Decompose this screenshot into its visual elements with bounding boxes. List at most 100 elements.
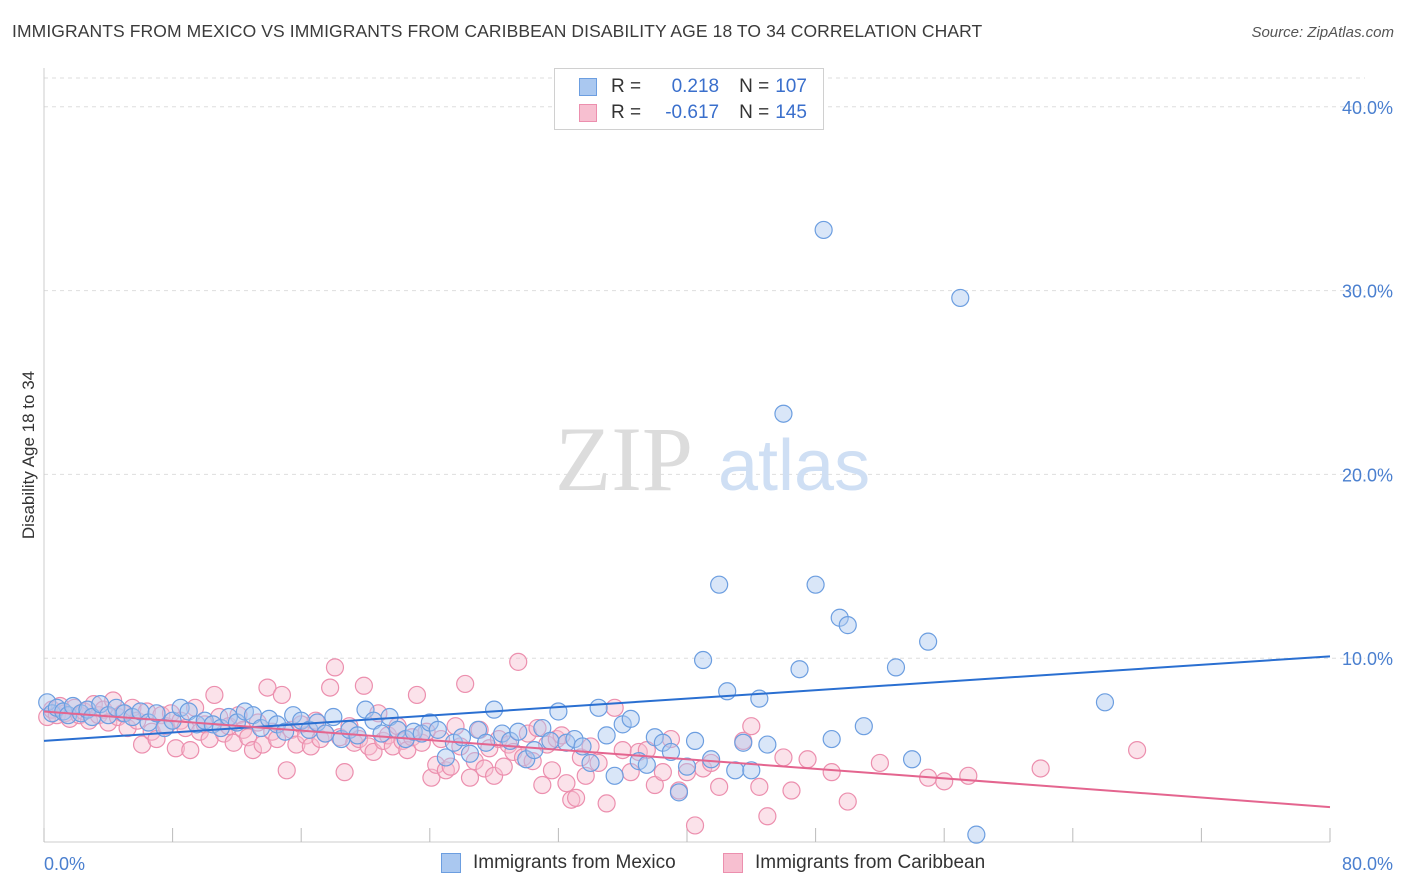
x-tick-label: 80.0% xyxy=(1342,854,1393,874)
mexico-point xyxy=(814,220,833,240)
caribbean-point xyxy=(118,718,137,738)
caribbean-point xyxy=(321,678,340,697)
mexico-point xyxy=(854,717,873,736)
legend-n-label: N = xyxy=(739,102,770,123)
legend-r-label: R = xyxy=(611,102,642,123)
mexico-point xyxy=(621,709,640,728)
caribbean-point xyxy=(742,717,761,736)
mexico-point xyxy=(485,700,504,719)
caribbean-point xyxy=(272,685,292,705)
mexico-point xyxy=(147,704,166,723)
legend-n-value-caribbean: 145 xyxy=(775,102,807,123)
y-tick-label: 40.0% xyxy=(1342,98,1393,118)
caribbean-point xyxy=(1127,740,1147,760)
caribbean-point xyxy=(494,757,513,776)
mexico-point xyxy=(605,766,624,785)
mexico-point xyxy=(710,575,729,594)
watermark-zip: ZIP xyxy=(555,408,693,510)
mexico-point xyxy=(581,753,600,773)
mexico-point xyxy=(436,748,455,767)
caribbean-point xyxy=(959,766,978,785)
caribbean-point xyxy=(613,740,632,760)
caribbean-point xyxy=(838,792,857,811)
chart-title: IMMIGRANTS FROM MEXICO VS IMMIGRANTS FRO… xyxy=(12,21,983,41)
caribbean-point xyxy=(542,761,562,780)
caribbean-point xyxy=(475,759,494,778)
caribbean-point xyxy=(243,740,263,760)
legend-n-value-mexico: 107 xyxy=(775,76,807,97)
mexico-point xyxy=(685,731,705,751)
mexico-point xyxy=(838,616,857,635)
caribbean-point xyxy=(258,678,277,697)
mexico-point xyxy=(726,761,745,780)
y-tick-label: 10.0% xyxy=(1342,649,1393,669)
caribbean-trend-line xyxy=(43,710,1331,809)
mexico-point xyxy=(734,733,753,752)
mexico-point xyxy=(669,783,689,802)
mexico-point xyxy=(637,755,656,774)
y-tick-label: 30.0% xyxy=(1342,282,1393,302)
caribbean-point xyxy=(782,781,801,800)
mexico-point xyxy=(597,726,616,745)
caribbean-point xyxy=(533,775,552,795)
caribbean-point xyxy=(509,652,528,671)
mexico-point xyxy=(276,722,295,741)
mexico-point xyxy=(774,404,793,423)
legend-swatch-mexico xyxy=(579,78,597,96)
caribbean-point xyxy=(181,740,200,760)
legend-r-value-mexico: 0.218 xyxy=(671,76,720,97)
y-tick-label: 20.0% xyxy=(1342,465,1393,485)
mexico-point xyxy=(460,744,480,763)
mexico-point xyxy=(806,575,825,594)
source-label: Source: ZipAtlas.com xyxy=(1251,24,1394,41)
caribbean-point xyxy=(645,775,664,795)
caribbean-point xyxy=(566,788,586,807)
mexico-point xyxy=(428,720,447,739)
caribbean-point xyxy=(528,718,547,738)
mexico-point xyxy=(693,650,713,670)
legend-n-label: N = xyxy=(739,76,770,97)
mexico-point xyxy=(822,729,841,749)
caribbean-point xyxy=(758,807,777,826)
mexico-point xyxy=(702,750,721,769)
caribbean-point xyxy=(427,755,446,774)
mexico-point xyxy=(179,702,198,721)
caribbean-point xyxy=(205,685,224,705)
y-axis-label: Disability Age 18 to 34 xyxy=(19,371,38,539)
series-legend-mexico: Immigrants from Mexico xyxy=(441,852,676,874)
mexico-point xyxy=(476,733,496,752)
mexico-point xyxy=(758,735,777,754)
mexico-point xyxy=(677,757,697,776)
mexico-point xyxy=(468,720,488,739)
series-swatch-mexico xyxy=(441,853,461,873)
mexico-point xyxy=(533,718,552,738)
mexico-point xyxy=(951,288,970,308)
mexico-point xyxy=(790,660,809,679)
caribbean-point xyxy=(456,674,475,694)
legend-row-mexico: R = 0.218 N = 107 xyxy=(579,74,807,100)
watermark-atlas: atlas xyxy=(718,426,870,506)
caribbean-point xyxy=(325,658,345,677)
mexico-point xyxy=(742,761,761,780)
mexico-point xyxy=(661,742,681,762)
mexico-point xyxy=(525,740,544,760)
x-tick-label: 0.0% xyxy=(44,854,85,874)
series-label-caribbean: Immigrants from Caribbean xyxy=(755,852,986,873)
series-label-mexico: Immigrants from Mexico xyxy=(473,852,676,873)
mexico-point xyxy=(372,724,391,743)
caribbean-point xyxy=(798,750,817,769)
watermark: ZIP atlas xyxy=(555,408,870,510)
caribbean-point xyxy=(822,763,841,782)
mexico-point xyxy=(886,658,906,677)
mexico-point xyxy=(83,707,102,727)
mexico-point xyxy=(589,698,608,717)
caribbean-points xyxy=(38,652,1147,835)
caribbean-point xyxy=(277,761,296,780)
caribbean-point xyxy=(513,748,533,767)
series-legend-caribbean: Immigrants from Caribbean xyxy=(723,852,985,874)
caribbean-point xyxy=(597,794,616,813)
caribbean-point xyxy=(710,777,729,796)
caribbean-point xyxy=(750,777,769,796)
mexico-points xyxy=(38,220,1115,844)
mexico-point xyxy=(919,632,938,651)
